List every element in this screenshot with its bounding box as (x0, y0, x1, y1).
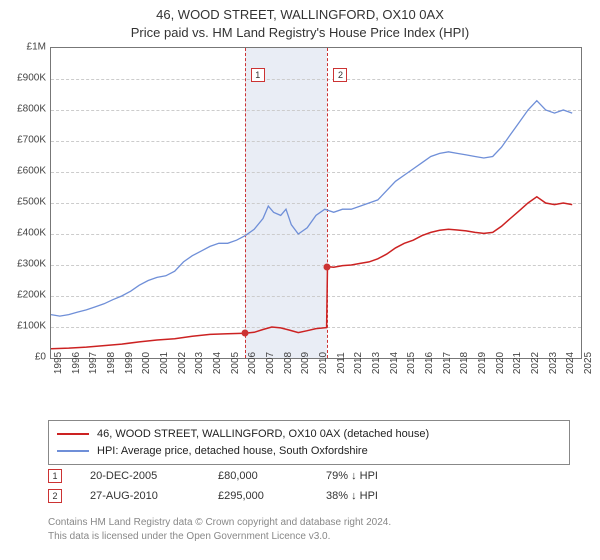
x-tick-label: 2024 (565, 352, 576, 374)
x-tick-label: 2010 (318, 352, 329, 374)
y-tick-label: £800K (0, 104, 46, 115)
title-address: 46, WOOD STREET, WALLINGFORD, OX10 0AX (0, 6, 600, 24)
event-hpi-delta: 79% ↓ HPI (326, 470, 378, 482)
sale-event-row: 2 27-AUG-2010 £295,000 38% ↓ HPI (48, 486, 552, 506)
legend-item: HPI: Average price, detached house, Sout… (57, 443, 561, 460)
chart-lines (51, 48, 581, 358)
x-tick-label: 2013 (371, 352, 382, 374)
x-tick-label: 2018 (459, 352, 470, 374)
event-price: £80,000 (218, 470, 298, 482)
legend-label: HPI: Average price, detached house, Sout… (97, 443, 368, 460)
chart-area: £0 £100K £200K £300K £400K £500K £600K £700K £80… (0, 42, 600, 412)
x-tick-label: 1999 (124, 352, 135, 374)
x-tick-label: 2008 (283, 352, 294, 374)
legend: 46, WOOD STREET, WALLINGFORD, OX10 0AX (… (48, 420, 570, 465)
event-number-box: 2 (48, 489, 62, 503)
y-tick-label: £400K (0, 228, 46, 239)
chart-title: 46, WOOD STREET, WALLINGFORD, OX10 0AX P… (0, 0, 600, 41)
legend-swatch (57, 450, 89, 452)
y-tick-label: £900K (0, 73, 46, 84)
x-tick-label: 1995 (53, 352, 64, 374)
title-subtitle: Price paid vs. HM Land Registry's House … (0, 24, 600, 42)
footer-attribution: Contains HM Land Registry data © Crown c… (48, 516, 552, 543)
y-tick-label: £1M (0, 42, 46, 53)
x-tick-label: 2014 (389, 352, 400, 374)
event-date: 27-AUG-2010 (90, 490, 190, 502)
chart-container: 46, WOOD STREET, WALLINGFORD, OX10 0AX P… (0, 0, 600, 560)
plot-area: 1 2 (50, 47, 582, 359)
legend-label: 46, WOOD STREET, WALLINGFORD, OX10 0AX (… (97, 426, 429, 443)
x-tick-label: 2007 (265, 352, 276, 374)
x-tick-label: 2004 (212, 352, 223, 374)
sale-event-row: 1 20-DEC-2005 £80,000 79% ↓ HPI (48, 466, 552, 486)
sale-events: 1 20-DEC-2005 £80,000 79% ↓ HPI 2 27-AUG-2010… (48, 466, 552, 506)
event-price: £295,000 (218, 490, 298, 502)
x-tick-label: 2021 (512, 352, 523, 374)
x-tick-label: 2002 (177, 352, 188, 374)
x-tick-label: 2016 (424, 352, 435, 374)
y-tick-label: £100K (0, 321, 46, 332)
price-paid-line (51, 197, 572, 349)
event-date: 20-DEC-2005 (90, 470, 190, 482)
y-tick-label: £0 (0, 352, 46, 363)
x-tick-label: 1996 (71, 352, 82, 374)
y-tick-label: £300K (0, 259, 46, 270)
event-number-box: 1 (48, 469, 62, 483)
footer-line-2: This data is licensed under the Open Gov… (48, 530, 552, 544)
x-tick-label: 2020 (495, 352, 506, 374)
x-tick-label: 1997 (88, 352, 99, 374)
x-tick-label: 2011 (336, 352, 347, 374)
y-tick-label: £700K (0, 135, 46, 146)
sale-dot-2 (324, 263, 331, 270)
y-tick-label: £200K (0, 290, 46, 301)
x-tick-label: 2006 (247, 352, 258, 374)
legend-item: 46, WOOD STREET, WALLINGFORD, OX10 0AX (… (57, 426, 561, 443)
sale-marker-box-2: 2 (333, 68, 347, 82)
x-tick-label: 2025 (583, 352, 594, 374)
hpi-line (51, 101, 572, 316)
x-tick-label: 2015 (406, 352, 417, 374)
sale-marker-box-1: 1 (251, 68, 265, 82)
x-tick-label: 1998 (106, 352, 117, 374)
event-hpi-delta: 38% ↓ HPI (326, 490, 378, 502)
x-tick-label: 2023 (548, 352, 559, 374)
x-tick-label: 2019 (477, 352, 488, 374)
x-tick-label: 2017 (442, 352, 453, 374)
x-tick-label: 2001 (159, 352, 170, 374)
x-tick-label: 2005 (230, 352, 241, 374)
y-tick-label: £600K (0, 166, 46, 177)
x-tick-label: 2009 (300, 352, 311, 374)
legend-swatch (57, 433, 89, 435)
x-tick-label: 2000 (141, 352, 152, 374)
x-tick-label: 2012 (353, 352, 364, 374)
x-tick-label: 2022 (530, 352, 541, 374)
footer-line-1: Contains HM Land Registry data © Crown c… (48, 516, 552, 530)
y-tick-label: £500K (0, 197, 46, 208)
sale-dot-1 (241, 330, 248, 337)
x-tick-label: 2003 (194, 352, 205, 374)
